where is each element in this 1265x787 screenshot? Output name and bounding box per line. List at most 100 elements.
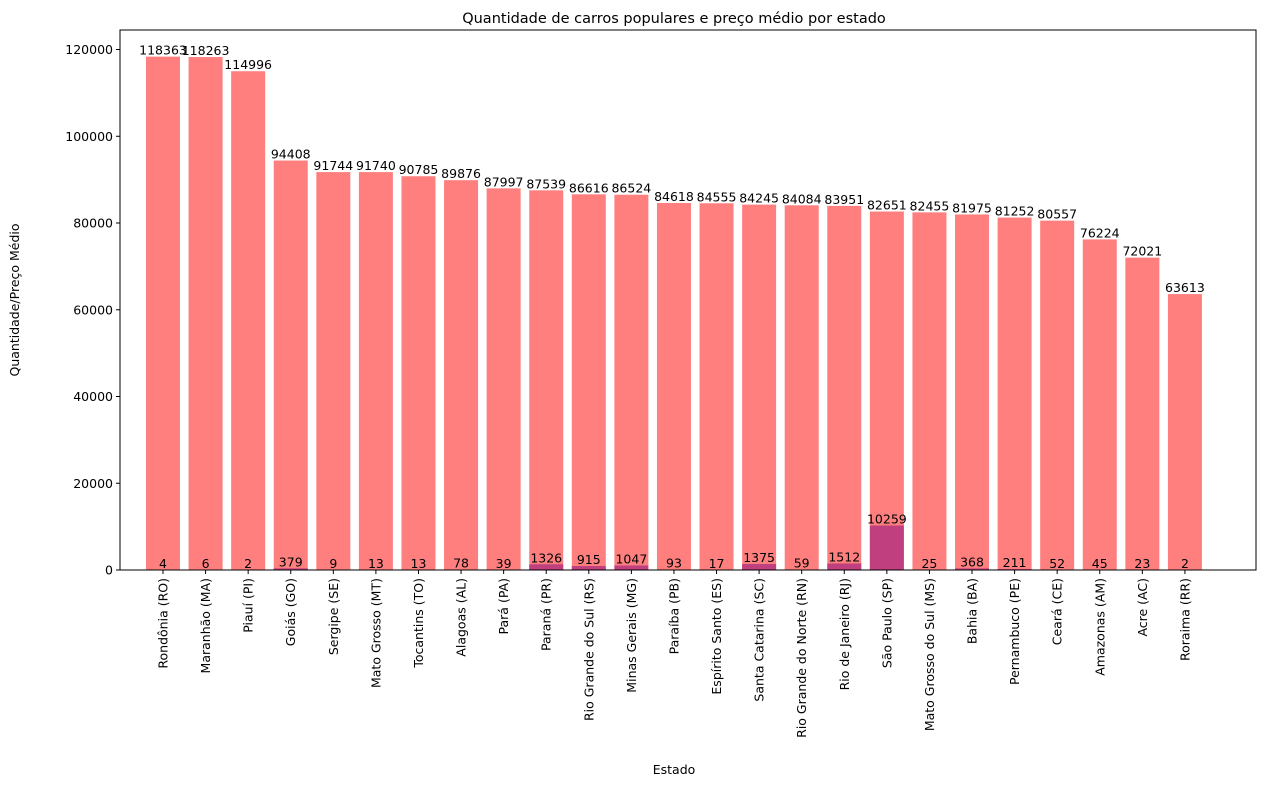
x-tick-label-19: Bahia (BA) — [965, 578, 980, 644]
bar-preco-medio-13 — [699, 203, 734, 570]
x-tick-label-8: Pará (PA) — [496, 578, 511, 634]
bar-label-preco-medio-9: 87539 — [526, 176, 566, 191]
bar-label-preco-medio-16: 83951 — [824, 192, 864, 207]
bar-preco-medio-6 — [401, 176, 436, 571]
bar-quantidade-9 — [529, 564, 564, 570]
bar-preco-medio-11 — [614, 194, 649, 570]
x-tick-label-2: Piauí (PI) — [241, 578, 256, 633]
bar-preco-medio-19 — [955, 214, 990, 570]
bar-preco-medio-4 — [316, 172, 351, 570]
bar-label-quantidade-10: 915 — [577, 552, 601, 567]
bar-preco-medio-1 — [188, 57, 223, 571]
bar-label-quantidade-17: 10259 — [867, 512, 907, 527]
bar-label-quantidade-15: 59 — [794, 556, 810, 571]
bar-label-quantidade-11: 1047 — [615, 551, 647, 566]
x-tick-label-0: Rondônia (RO) — [156, 578, 171, 669]
x-tick-label-13: Espírito Santo (ES) — [709, 578, 724, 695]
y-tick-label-0: 0 — [105, 563, 113, 578]
bar-label-preco-medio-20: 81252 — [995, 204, 1035, 219]
bar-quantidade-3 — [273, 568, 308, 570]
plot-frame — [119, 29, 1257, 571]
bar-label-preco-medio-2: 114996 — [224, 57, 272, 72]
x-tick-label-20: Pernambuco (PE) — [1007, 578, 1022, 685]
bar-preco-medio-22 — [1082, 239, 1117, 570]
bar-label-preco-medio-3: 94408 — [271, 147, 311, 162]
bar-label-preco-medio-22: 76224 — [1080, 225, 1120, 240]
bar-label-preco-medio-7: 89876 — [441, 166, 481, 181]
bar-preco-medio-17 — [869, 211, 904, 570]
bar-quantidade-10 — [571, 566, 606, 570]
bar-label-preco-medio-5: 91740 — [356, 158, 396, 173]
bar-label-preco-medio-18: 82455 — [910, 198, 950, 213]
bar-label-quantidade-8: 39 — [496, 556, 512, 571]
x-tick-label-12: Paraíba (PB) — [666, 578, 681, 654]
x-axis-label: Estado — [653, 762, 696, 777]
bar-label-quantidade-6: 13 — [411, 556, 427, 571]
bar-label-quantidade-19: 368 — [960, 554, 984, 569]
x-tick-label-23: Acre (AC) — [1135, 578, 1150, 637]
bar-preco-medio-18 — [912, 212, 947, 571]
bar-label-preco-medio-4: 91744 — [313, 158, 353, 173]
bar-preco-medio-10 — [571, 194, 606, 570]
x-tick-label-3: Goiás (GO) — [283, 578, 298, 646]
bar-label-preco-medio-21: 80557 — [1037, 207, 1077, 222]
y-tick-label-4: 80000 — [73, 216, 113, 231]
bar-quantidade-14 — [742, 564, 777, 570]
bar-quantidade-16 — [827, 563, 862, 570]
bar-preco-medio-3 — [273, 160, 308, 570]
bar-quantidade-19 — [955, 568, 990, 570]
bar-preco-medio-9 — [529, 190, 564, 570]
bar-preco-medio-0 — [146, 56, 180, 571]
bar-label-quantidade-3: 379 — [279, 554, 303, 569]
bar-label-preco-medio-12: 84618 — [654, 189, 694, 204]
x-tick-label-17: São Paulo (SP) — [879, 578, 894, 668]
bar-label-quantidade-24: 2 — [1181, 556, 1189, 571]
bar-quantidade-11 — [614, 565, 649, 570]
bar-label-preco-medio-11: 86524 — [611, 181, 651, 196]
x-tick-label-11: Minas Gerais (MG) — [624, 578, 639, 693]
bar-label-quantidade-5: 13 — [368, 556, 384, 571]
x-tick-label-6: Tocantins (TO) — [411, 578, 426, 669]
x-tick-label-18: Mato Grosso do Sul (MS) — [922, 578, 937, 731]
y-tick-label-3: 60000 — [73, 302, 113, 317]
x-tick-label-7: Alagoas (AL) — [454, 578, 469, 657]
bar-label-preco-medio-24: 63613 — [1165, 280, 1205, 295]
x-tick-label-5: Mato Grosso (MT) — [368, 578, 383, 688]
bar-label-quantidade-20: 211 — [1003, 555, 1027, 570]
bar-label-preco-medio-10: 86616 — [569, 180, 609, 195]
bar-preco-medio-20 — [997, 217, 1032, 570]
y-tick-label-1: 20000 — [73, 476, 113, 491]
bar-label-quantidade-12: 93 — [666, 556, 682, 571]
bar-label-quantidade-22: 45 — [1092, 556, 1108, 571]
x-tick-label-22: Amazonas (AM) — [1092, 578, 1107, 676]
bar-label-quantidade-4: 9 — [329, 556, 337, 571]
bar-label-quantidade-2: 2 — [244, 556, 252, 571]
y-tick-label-6: 120000 — [65, 42, 113, 57]
x-tick-label-24: Roraima (RR) — [1177, 578, 1192, 661]
bar-label-quantidade-9: 1326 — [530, 550, 562, 565]
bar-preco-medio-5 — [358, 172, 393, 570]
bars-layer — [146, 56, 1202, 571]
y-tick-label-5: 100000 — [65, 129, 113, 144]
bar-preco-medio-14 — [742, 204, 777, 570]
bar-label-quantidade-0: 4 — [159, 556, 167, 571]
bar-label-quantidade-23: 23 — [1134, 556, 1150, 571]
bar-label-preco-medio-17: 82651 — [867, 198, 907, 213]
bar-label-quantidade-21: 52 — [1049, 556, 1065, 571]
bar-preco-medio-8 — [486, 188, 521, 570]
bar-label-preco-medio-8: 87997 — [484, 174, 524, 189]
bar-preco-medio-16 — [827, 205, 862, 570]
bar-preco-medio-7 — [444, 180, 479, 570]
y-axis: 0 20000 40000 60000 80000 100000 120000 — [65, 42, 120, 578]
bar-quantidade-17 — [869, 525, 904, 570]
bar-label-quantidade-14: 1375 — [743, 550, 775, 565]
bar-label-quantidade-13: 17 — [709, 556, 725, 571]
y-axis-label: Quantidade/Preço Médio — [7, 223, 22, 376]
bar-label-quantidade-1: 6 — [202, 556, 210, 571]
bar-preco-medio-15 — [784, 205, 819, 571]
x-tick-label-14: Santa Catarina (SC) — [752, 578, 767, 702]
x-tick-label-21: Ceará (CE) — [1050, 578, 1065, 645]
x-tick-label-4: Sergipe (SE) — [326, 578, 341, 655]
